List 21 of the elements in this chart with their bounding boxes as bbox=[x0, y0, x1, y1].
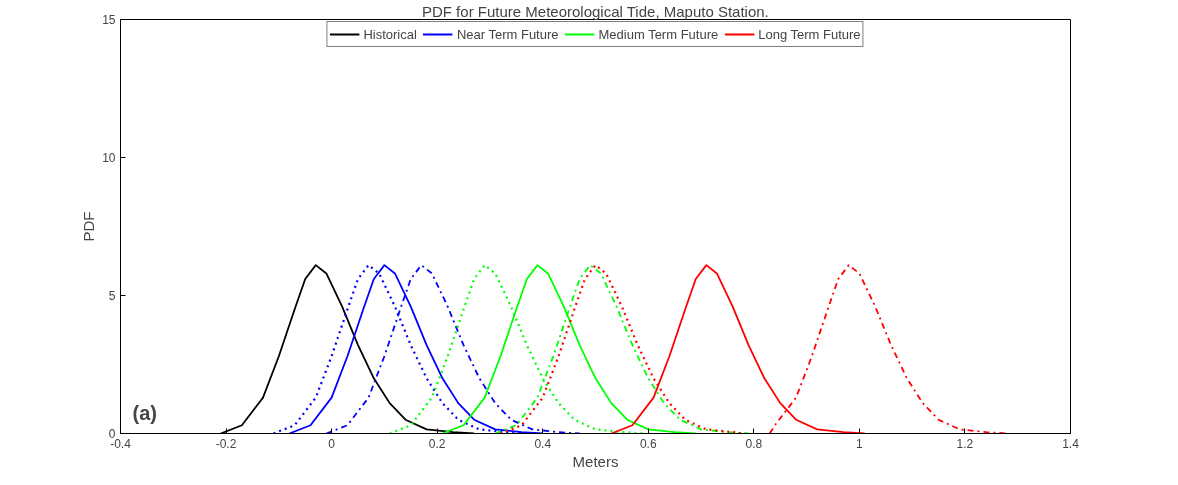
chart-title: PDF for Future Meteorological Tide, Maputo Station. bbox=[421, 2, 769, 20]
x-tick-label: 1.2 bbox=[956, 436, 974, 451]
legend-label: Long Term Future bbox=[758, 26, 861, 42]
x-tick-label: 0.4 bbox=[534, 436, 552, 451]
x-tick-label: 0 bbox=[328, 436, 336, 451]
legend-label: Historical bbox=[363, 26, 417, 42]
legend-label: Near Term Future bbox=[456, 26, 559, 42]
x-tick-label: 0.8 bbox=[745, 436, 763, 451]
y-tick-label: 0 bbox=[108, 427, 116, 441]
x-axis-title: Meters bbox=[572, 452, 619, 470]
x-tick-label: -0.2 bbox=[215, 436, 237, 451]
legend-label: Medium Term Future bbox=[598, 26, 719, 42]
x-tick-label: 1.4 bbox=[1062, 436, 1080, 451]
x-tick-label: 1 bbox=[856, 436, 864, 451]
y-axis-title: PDF bbox=[80, 211, 98, 242]
x-tick-label: 0.2 bbox=[428, 436, 446, 451]
annotation: (a) bbox=[132, 401, 157, 424]
y-tick-label: 5 bbox=[108, 289, 116, 303]
y-tick-label: 15 bbox=[102, 13, 116, 27]
x-tick-label: 0.6 bbox=[639, 436, 657, 451]
y-tick-label: 10 bbox=[102, 151, 116, 165]
